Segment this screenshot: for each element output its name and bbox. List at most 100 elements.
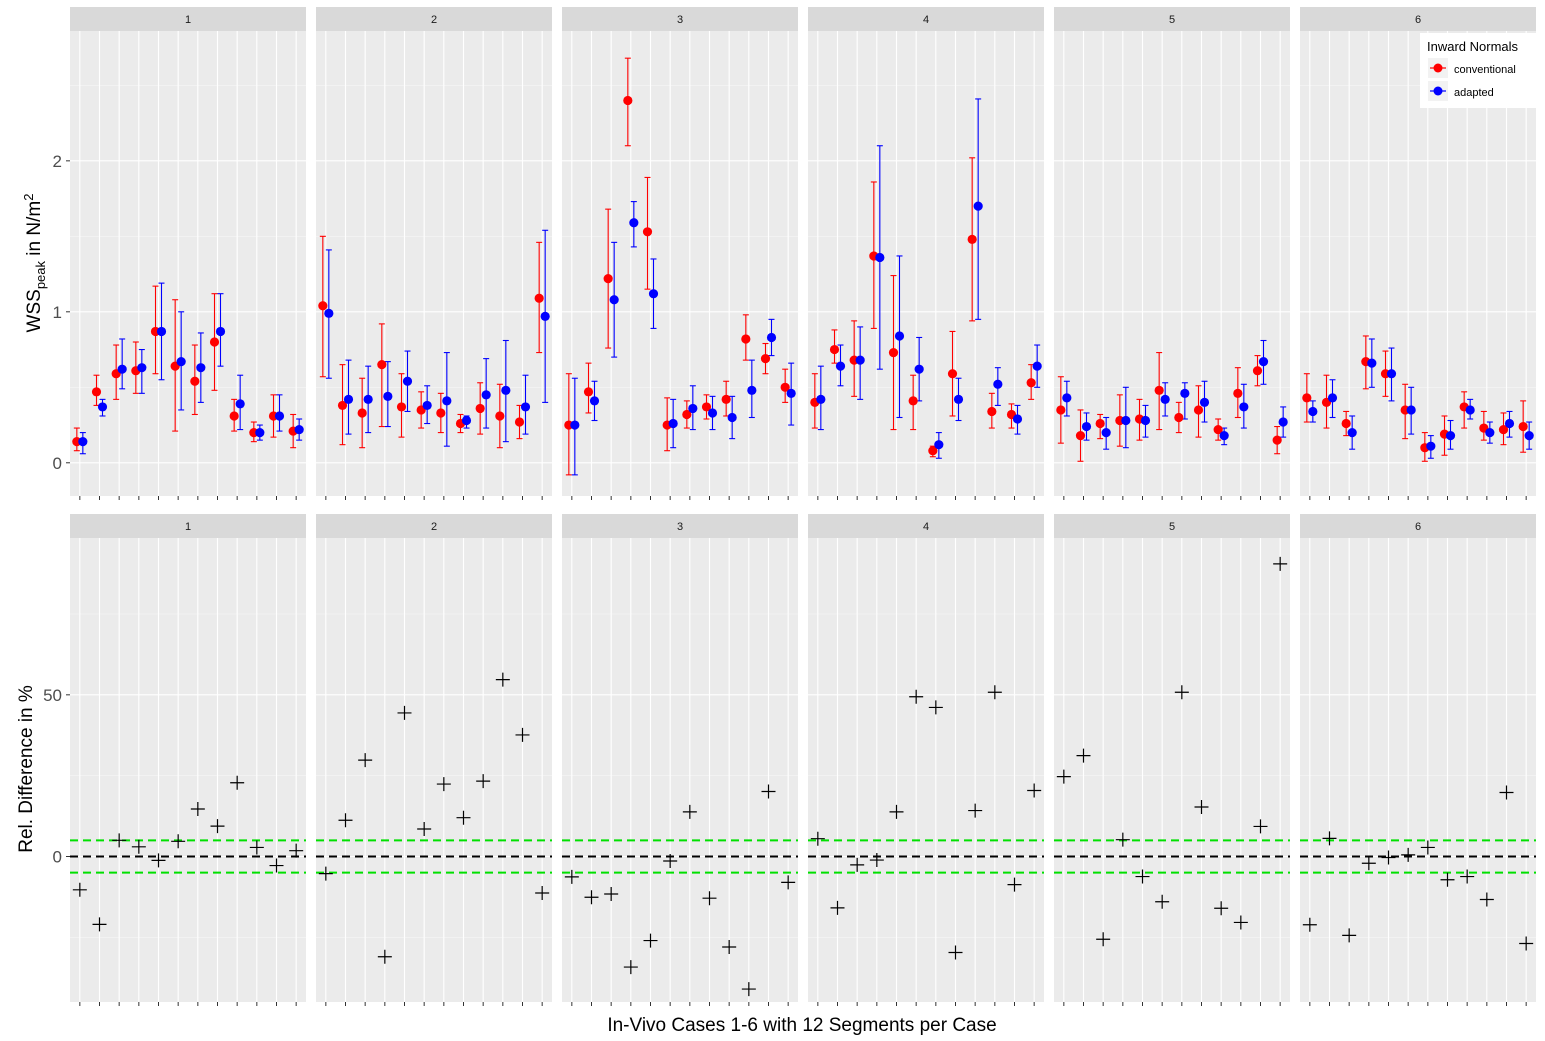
panel-background: [1054, 31, 1290, 496]
facet-panel: 4: [808, 7, 1044, 496]
facet-marks: [70, 775, 306, 932]
data-point-conventional: [642, 227, 653, 237]
data-point-adapted: [1347, 427, 1357, 438]
data-point-adapted: [196, 363, 206, 373]
legend-key-conventional-dot: [1433, 63, 1443, 73]
data-point-conventional: [760, 354, 771, 364]
y-tick-label: 1: [53, 303, 62, 322]
data-point-adapted: [914, 364, 924, 374]
cross-marker: [1273, 556, 1288, 571]
cross-marker: [810, 831, 825, 846]
cross-marker: [1007, 877, 1022, 892]
facet-panel: 4: [808, 514, 1044, 1002]
data-point-adapted: [520, 402, 531, 412]
facet-panel: 2: [316, 514, 552, 1002]
facet-strip-label: 1: [185, 521, 191, 533]
data-point-conventional: [475, 403, 485, 414]
cross-marker: [1499, 785, 1514, 800]
panel-background: [70, 538, 306, 1002]
cross-marker: [682, 804, 697, 819]
cross-marker: [397, 705, 412, 720]
data-point-adapted: [855, 355, 865, 365]
axis-ticks: 0 1 2 0 50: [43, 152, 1527, 1006]
cross-marker: [417, 822, 432, 837]
facet-marks: [808, 685, 1044, 960]
cross-marker: [928, 700, 943, 715]
cross-marker: [643, 933, 658, 948]
data-point-conventional: [1272, 435, 1282, 445]
data-point-conventional: [1213, 424, 1223, 435]
facet-marks: [1302, 335, 1534, 462]
data-point-adapted: [1445, 431, 1456, 441]
cross-marker: [909, 689, 924, 704]
data-point-conventional: [1233, 388, 1243, 398]
data-point-adapted: [481, 390, 491, 400]
cross-marker: [1194, 800, 1209, 815]
data-point-adapted: [383, 391, 393, 401]
cross-marker: [1479, 892, 1494, 907]
reldiff-y-axis-title: Rel. Difference in %: [16, 685, 37, 853]
cross-marker: [269, 858, 284, 873]
cross-marker: [1519, 936, 1534, 951]
data-point-adapted: [835, 361, 846, 371]
cross-marker: [249, 840, 264, 855]
cross-marker: [1214, 901, 1229, 916]
data-point-adapted: [648, 289, 659, 299]
cross-marker: [1342, 928, 1357, 943]
data-point-conventional: [1252, 366, 1263, 376]
data-point-adapted: [953, 394, 964, 404]
data-point-conventional: [908, 396, 918, 406]
data-point-adapted: [629, 218, 639, 228]
data-point-adapted: [1219, 431, 1229, 441]
panel-background: [316, 31, 552, 496]
data-point-adapted: [363, 394, 373, 404]
cross-marker: [338, 813, 353, 828]
data-point-conventional: [229, 411, 239, 421]
cross-marker: [318, 866, 333, 881]
data-point-adapted: [1426, 441, 1436, 451]
facet-strip-label: 4: [923, 14, 929, 26]
cross-marker: [663, 854, 678, 869]
panel-background: [562, 538, 798, 1002]
facet-panel: 2: [316, 7, 552, 496]
y-tick-label: 0: [53, 454, 62, 473]
data-point-adapted: [235, 399, 245, 409]
data-point-conventional: [1174, 412, 1184, 423]
facet-strip: [70, 7, 306, 31]
cross-marker: [72, 882, 87, 897]
facet-strip: [1054, 514, 1290, 538]
cross-marker: [889, 804, 904, 819]
panel-background: [562, 31, 798, 496]
data-point-conventional: [1075, 431, 1086, 441]
data-point-adapted: [343, 394, 354, 404]
x-axis-title: In-Vivo Cases 1-6 with 12 Segments per C…: [607, 1015, 996, 1036]
cross-marker: [869, 853, 884, 868]
data-point-adapted: [215, 326, 226, 337]
cross-marker: [761, 784, 776, 799]
legend-title: Inward Normals: [1427, 39, 1519, 54]
cross-marker: [1361, 856, 1376, 871]
data-point-conventional: [1193, 405, 1204, 415]
data-point-adapted: [1140, 415, 1151, 426]
panel-background: [808, 31, 1044, 496]
data-point-conventional: [396, 402, 407, 412]
cross-marker: [515, 727, 530, 742]
panel-background: [1054, 538, 1290, 1002]
cross-marker: [1420, 840, 1435, 855]
data-point-conventional: [701, 402, 712, 412]
wss-y-axis-title-sub: peak: [33, 260, 48, 289]
facet-strip: [1300, 7, 1536, 31]
cross-marker: [456, 810, 471, 825]
data-point-adapted: [176, 357, 186, 367]
cross-marker: [1174, 685, 1189, 700]
data-point-conventional: [741, 334, 751, 344]
cross-marker: [151, 853, 166, 868]
data-point-adapted: [137, 363, 147, 373]
data-point-conventional: [1518, 421, 1528, 432]
cross-marker: [850, 857, 865, 872]
data-point-adapted: [1308, 406, 1318, 417]
facet-panel: 5: [1054, 7, 1290, 496]
legend-key-adapted-dot: [1433, 86, 1443, 96]
data-point-adapted: [1101, 427, 1111, 438]
